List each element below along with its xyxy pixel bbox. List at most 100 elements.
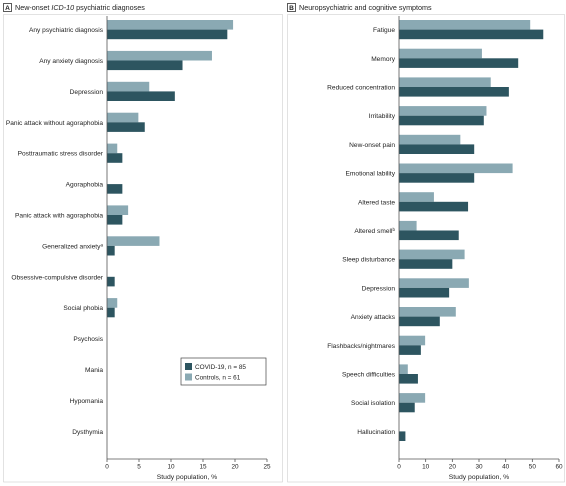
category-label: Mania	[85, 367, 103, 374]
category-label: Depression	[362, 285, 396, 292]
bar-controls	[399, 278, 469, 288]
row-depression: Depression	[362, 278, 469, 298]
category-label: Social phobia	[63, 305, 103, 312]
bar-controls	[399, 20, 531, 30]
row-anxiety-attacks: Anxiety attacks	[351, 307, 456, 327]
bar-controls	[107, 236, 160, 246]
x-tick-label: 30	[475, 464, 483, 471]
bar-covid-19	[107, 276, 115, 287]
row-any-anxiety-diagnosis: Any anxiety diagnosis	[39, 50, 212, 71]
bar-covid-19	[107, 60, 183, 71]
bar-covid-19	[399, 230, 459, 241]
bar-covid-19	[107, 29, 228, 40]
x-tick-label: 25	[263, 464, 271, 471]
bar-covid-19	[107, 307, 115, 318]
x-axis-title: Study population, %	[157, 474, 217, 481]
x-tick-label: 20	[231, 464, 239, 471]
category-label: Depression	[70, 89, 104, 96]
bar-covid-19	[107, 184, 123, 194]
bar-controls	[399, 106, 487, 116]
row-any-psychiatric-diagnosis: Any psychiatric diagnosis	[29, 20, 234, 40]
category-label: Panic attack with agoraphobia	[15, 213, 103, 220]
bar-covid-19	[399, 144, 475, 154]
row-social-isolation: Social isolation	[351, 393, 426, 413]
bar-controls	[107, 112, 139, 123]
category-label: Reduced concentration	[327, 85, 395, 92]
row-agoraphobia: Agoraphobia	[66, 182, 123, 194]
bar-covid-19	[107, 215, 123, 225]
row-hypomania: Hypomania	[70, 398, 104, 405]
category-label: Emotional lability	[346, 171, 396, 178]
bar-controls	[107, 20, 234, 30]
row-irritability: Irritability	[369, 106, 487, 126]
row-generalized-anxiety: Generalized anxietya	[42, 236, 160, 256]
category-label: Memory	[371, 56, 396, 63]
bar-covid-19	[399, 402, 415, 413]
row-memory: Memory	[371, 48, 519, 68]
x-tick-label: 0	[105, 464, 109, 471]
category-label: Social isolation	[351, 400, 395, 407]
x-tick-label: 15	[199, 464, 207, 471]
bar-covid-19	[399, 287, 450, 298]
bar-controls	[107, 50, 212, 61]
panel-a: A New-onset ICD-10 psychiatric diagnoses A…	[3, 3, 283, 483]
x-tick-label: 0	[397, 464, 401, 471]
row-altered-taste: Altered taste	[358, 192, 469, 212]
bar-controls	[107, 205, 129, 215]
row-reduced-concentration: Reduced concentration	[327, 77, 509, 97]
row-altered-smell: Altered smellb	[354, 220, 459, 241]
bar-controls	[107, 298, 118, 308]
category-label: Hypomania	[70, 398, 104, 405]
legend-swatch-covid-19-n-85	[185, 363, 192, 370]
category-label: Anxiety attacks	[351, 314, 396, 321]
panel-title-suffix: psychiatric diagnoses	[74, 3, 145, 12]
row-posttraumatic-stress-disorder: Posttraumatic stress disorder	[18, 143, 123, 163]
row-speech-difficulties: Speech difficulties	[342, 364, 418, 384]
bar-covid-19	[107, 245, 115, 256]
panel-letter-box	[287, 3, 296, 12]
panel-title: Neuropsychiatric and cognitive symptoms	[299, 3, 432, 12]
row-psychosis: Psychosis	[73, 336, 103, 343]
category-label: Hallucination	[357, 429, 395, 436]
category-label: Irritability	[369, 113, 396, 120]
panel-title-italic: ICD-10	[51, 3, 74, 12]
legend-label: Controls, n = 61	[195, 375, 241, 382]
row-sleep-disturbance: Sleep disturbance	[342, 249, 465, 269]
bar-covid-19	[399, 29, 544, 40]
category-label: Altered smellb	[354, 227, 395, 236]
category-label: Any psychiatric diagnosis	[29, 27, 104, 34]
bar-controls	[399, 364, 408, 374]
bar-covid-19	[399, 259, 453, 269]
row-panic-attack-without-agoraphobia: Panic attack without agoraphobia	[6, 112, 145, 132]
bar-controls	[399, 77, 491, 87]
panel-letter-box	[3, 3, 12, 12]
category-label: Fatigue	[373, 27, 395, 34]
legend-label: COVID-19, n = 85	[195, 364, 246, 371]
category-superscript: b	[392, 227, 395, 232]
bar-controls	[399, 48, 482, 59]
panel-title: New-onset ICD-10 psychiatric diagnoses	[15, 3, 145, 12]
bar-controls	[399, 249, 465, 260]
x-tick-label: 20	[449, 464, 457, 471]
bar-controls	[399, 220, 417, 231]
x-tick-label: 5	[137, 464, 141, 471]
category-label: Flashbacks/nightmares	[327, 343, 396, 350]
panel-title-prefix: New-onset	[15, 3, 51, 12]
category-label: Generalized anxietya	[42, 242, 103, 251]
legend-swatch-controls-n-61	[185, 373, 192, 381]
panel-frame	[287, 14, 565, 483]
bar-controls	[107, 81, 150, 92]
category-label: Posttraumatic stress disorder	[18, 151, 104, 158]
category-label: Sleep disturbance	[342, 257, 395, 264]
bar-controls	[399, 163, 513, 174]
row-social-phobia: Social phobia	[63, 298, 118, 318]
row-obsessive-compulsive-disorder: Obsessive-compulsive disorder	[11, 274, 115, 287]
x-axis-title: Study population, %	[449, 474, 509, 481]
row-new-onset-pain: New-onset pain	[349, 134, 475, 154]
bar-covid-19	[399, 345, 421, 355]
panel-title-prefix: Neuropsychiatric and cognitive symptoms	[299, 3, 432, 12]
bar-covid-19	[399, 374, 418, 384]
panel-b: B Neuropsychiatric and cognitive symptoms…	[287, 3, 565, 483]
row-dysthymia: Dysthymia	[72, 429, 103, 436]
